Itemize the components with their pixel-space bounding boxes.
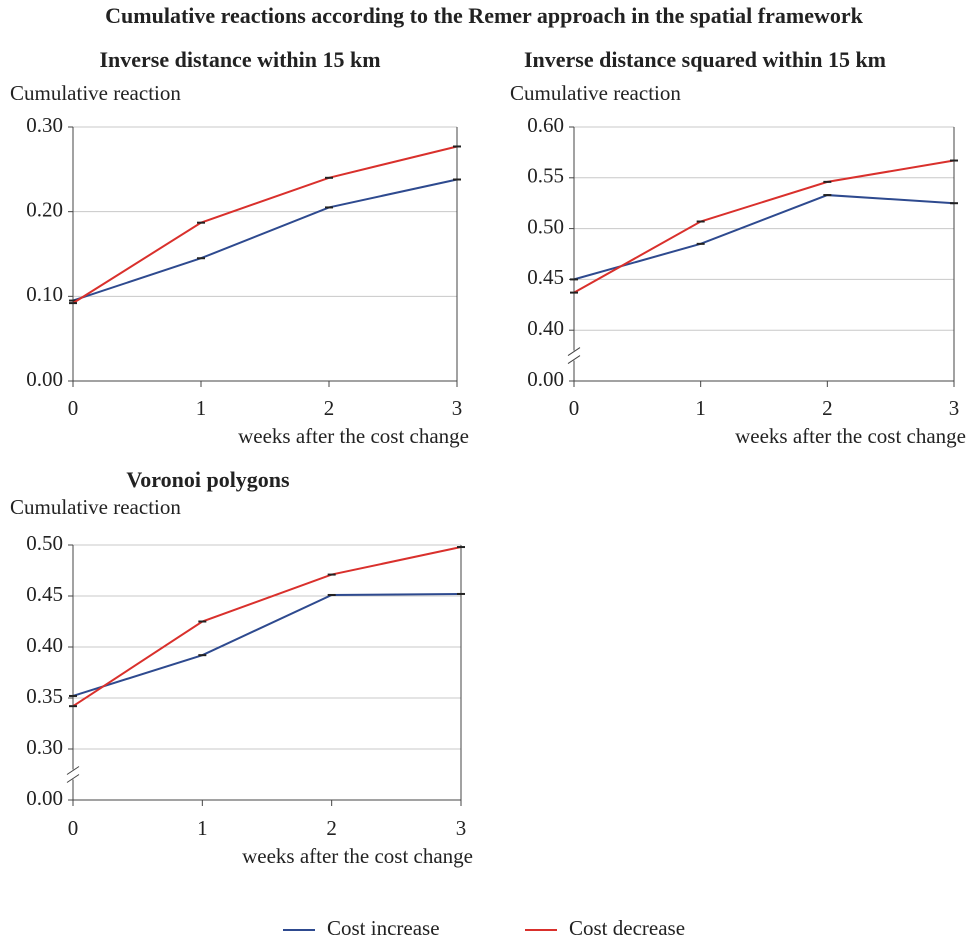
y-tick-label: 0.45 — [26, 582, 63, 606]
legend-label: Cost increase — [327, 916, 440, 940]
legend-label: Cost decrease — [569, 916, 685, 940]
y-tick-label: 0.40 — [527, 316, 564, 340]
chart-title: Inverse distance squared within 15 km — [524, 47, 886, 72]
series-line — [573, 194, 955, 281]
axis-break-gap — [70, 769, 76, 780]
y-tick-label: 0.50 — [26, 531, 63, 555]
x-axis-label: weeks after the cost change — [735, 424, 966, 448]
y-tick-label: 0.00 — [26, 786, 63, 810]
figure-title: Cumulative reactions according to the Re… — [105, 3, 863, 28]
y-tick-label: 0.50 — [527, 214, 564, 238]
chart-title: Voronoi polygons — [126, 467, 290, 492]
axis-break — [66, 766, 80, 775]
x-tick-label: 0 — [68, 816, 79, 840]
y-axis-label: Cumulative reaction — [10, 495, 181, 519]
x-tick-label: 1 — [695, 396, 706, 420]
y-axis-label: Cumulative reaction — [510, 81, 681, 105]
x-tick-label: 1 — [197, 816, 208, 840]
x-tick-label: 2 — [324, 396, 335, 420]
x-tick-label: 0 — [68, 396, 79, 420]
y-tick-label: 0.30 — [26, 113, 63, 137]
axis-break — [66, 774, 80, 783]
x-axis-label: weeks after the cost change — [238, 424, 469, 448]
x-tick-label: 1 — [196, 396, 207, 420]
chart-title: Inverse distance within 15 km — [99, 47, 380, 72]
x-tick-label: 2 — [822, 396, 833, 420]
x-tick-label: 3 — [456, 816, 467, 840]
x-tick-label: 3 — [452, 396, 463, 420]
y-tick-label: 0.40 — [26, 633, 63, 657]
series-line — [72, 145, 458, 304]
y-tick-label: 0.10 — [26, 282, 63, 306]
series-line — [72, 592, 462, 697]
y-tick-label: 0.45 — [527, 265, 564, 289]
x-tick-label: 0 — [569, 396, 580, 420]
y-tick-label: 0.35 — [26, 684, 63, 708]
y-tick-label: 0.55 — [527, 164, 564, 188]
x-tick-label: 3 — [949, 396, 960, 420]
series-line — [573, 159, 955, 294]
y-tick-label: 0.60 — [527, 113, 564, 137]
x-tick-label: 2 — [326, 816, 337, 840]
y-axis-label: Cumulative reaction — [10, 81, 181, 105]
x-axis-label: weeks after the cost change — [242, 844, 473, 868]
axis-break-gap — [571, 350, 577, 361]
series-line — [72, 178, 458, 302]
y-tick-label: 0.00 — [527, 367, 564, 391]
series-line — [72, 546, 462, 707]
y-tick-label: 0.20 — [26, 197, 63, 221]
y-tick-label: 0.30 — [26, 735, 63, 759]
axis-break — [567, 347, 581, 357]
y-tick-label: 0.00 — [26, 367, 63, 391]
axis-break — [567, 355, 581, 365]
